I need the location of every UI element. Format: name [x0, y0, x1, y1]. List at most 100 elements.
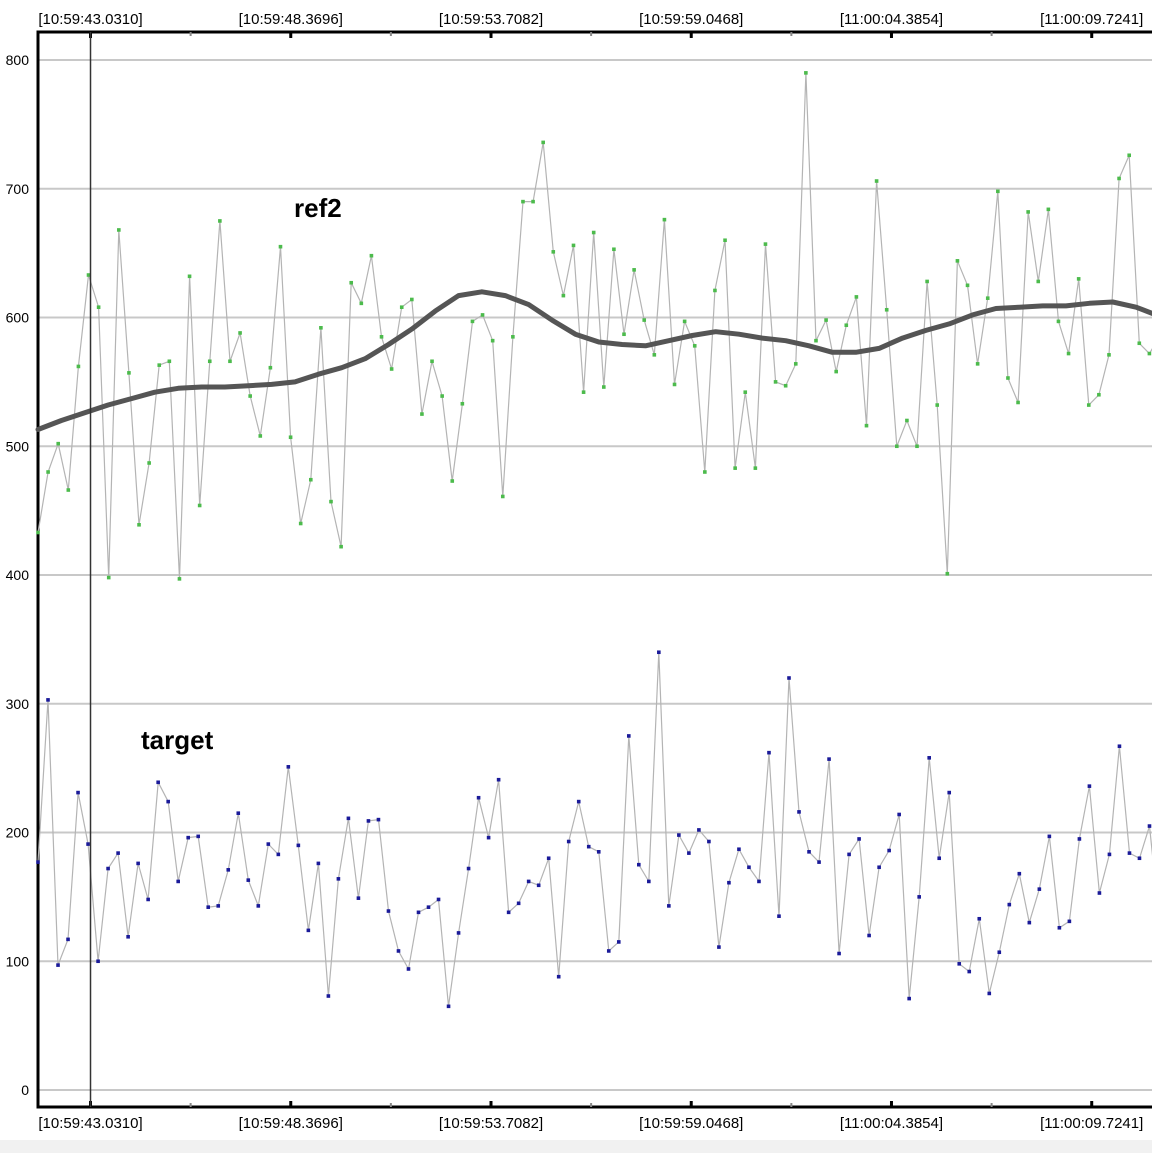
ref2-data-point — [76, 364, 81, 369]
target-data-point — [496, 777, 501, 782]
ref2-data-point — [420, 412, 424, 416]
ref2-data-point — [591, 230, 596, 235]
ref2-data-point — [945, 571, 950, 576]
target-data-point — [326, 994, 331, 998]
target-data-point — [586, 844, 591, 849]
target-data-point — [1077, 837, 1082, 841]
target-data-point — [857, 837, 861, 841]
target-data-point — [96, 959, 100, 964]
ref2-data-point — [531, 199, 535, 204]
ref2-data-point — [541, 140, 545, 145]
target-data-point — [1107, 852, 1112, 857]
target-data-point — [847, 852, 851, 857]
ref2-data-point — [1086, 403, 1091, 407]
target-data-point — [1067, 919, 1072, 924]
ref2-data-point — [430, 359, 434, 364]
target-data-point — [867, 933, 871, 938]
ref2-data-point — [925, 279, 929, 284]
x-tick-label-bottom: [11:00:04.3854] — [840, 1115, 943, 1132]
target-data-point — [116, 851, 120, 855]
x-tick-label-bottom: [10:59:48.3696] — [239, 1115, 343, 1132]
ref2-data-point — [127, 371, 131, 375]
ref2-data-point — [349, 280, 354, 285]
target-data-point — [1127, 851, 1132, 855]
y-tick-label: 200 — [6, 825, 30, 841]
target-data-point — [877, 865, 881, 870]
target-data-point — [406, 967, 411, 971]
target-data-point — [236, 811, 241, 815]
target-data-point — [717, 945, 721, 949]
ref2-data-point — [460, 401, 465, 406]
ref2-data-point — [278, 244, 283, 249]
ref2-data-point — [703, 470, 707, 474]
target-data-point — [276, 852, 281, 857]
target-data-point — [1037, 887, 1042, 891]
target-data-point — [446, 1004, 451, 1009]
ref2-data-point — [1066, 351, 1071, 356]
ref2-data-point — [268, 365, 273, 370]
target-data-point — [967, 969, 972, 974]
target-data-point — [957, 962, 962, 966]
ref2-data-point — [975, 362, 980, 366]
y-tick-label: 600 — [6, 310, 30, 326]
y-tick-label: 400 — [6, 567, 30, 583]
target-data-point — [426, 905, 431, 909]
ref2-data-point — [500, 494, 505, 499]
ref2-data-point — [783, 383, 788, 388]
target-data-point — [817, 860, 821, 864]
ref2-data-point — [96, 305, 101, 309]
target-data-point — [927, 756, 931, 760]
target-data-point — [56, 963, 60, 967]
ref2-data-point — [854, 295, 859, 299]
ref2-data-point — [440, 394, 444, 398]
ref2-data-point — [339, 544, 343, 549]
ref2-data-point — [450, 479, 455, 483]
ref2-data-point — [1026, 210, 1030, 214]
target-data-point — [196, 834, 201, 839]
target-data-point — [136, 861, 140, 866]
ref2-data-point — [1056, 319, 1061, 324]
target-data-point — [516, 901, 521, 906]
ref2-data-point — [1137, 341, 1142, 346]
target-data-point — [897, 812, 901, 817]
ref2-data-point — [642, 318, 647, 322]
target-data-point — [186, 835, 191, 840]
ref2-data-point — [915, 444, 919, 449]
ref2-data-point — [288, 435, 293, 440]
x-tick-label-bottom: [10:59:43.0310] — [38, 1115, 142, 1132]
target-data-point — [827, 757, 831, 761]
ref2-data-point — [1016, 400, 1020, 405]
target-data-point — [1117, 744, 1122, 749]
target-data-point — [1007, 902, 1012, 907]
ref2-data-point — [844, 323, 849, 328]
target-data-point — [687, 851, 691, 855]
target-data-point — [1027, 920, 1032, 925]
target-data-point — [887, 848, 891, 853]
ref2-data-point — [834, 369, 838, 374]
target-data-point — [166, 799, 170, 804]
target-data-point — [256, 904, 261, 908]
target-data-point — [757, 879, 761, 884]
target-data-point — [647, 879, 651, 884]
target-data-point — [987, 991, 992, 996]
target-data-point — [396, 949, 401, 953]
ref2-data-point — [935, 403, 940, 407]
target-data-point — [596, 850, 601, 854]
target-data-point — [1047, 834, 1052, 839]
ref2-data-point — [612, 247, 616, 252]
target-data-point — [46, 698, 50, 702]
ref2-data-point — [985, 296, 990, 300]
y-tick-label: 0 — [21, 1082, 29, 1098]
ref2-data-point — [187, 274, 192, 279]
target-data-point — [1017, 871, 1022, 876]
ref2-data-point — [874, 179, 879, 183]
ref2-data-point — [248, 394, 252, 398]
ref2-data-point — [521, 199, 525, 204]
x-tick-label-top: [10:59:43.0310] — [38, 11, 142, 28]
target-data-point — [216, 904, 221, 908]
target-data-point — [416, 910, 421, 915]
ref2-data-point — [308, 477, 313, 482]
target-data-point — [306, 928, 311, 933]
target-data-point — [226, 868, 231, 872]
ref2-data-point — [723, 238, 727, 243]
